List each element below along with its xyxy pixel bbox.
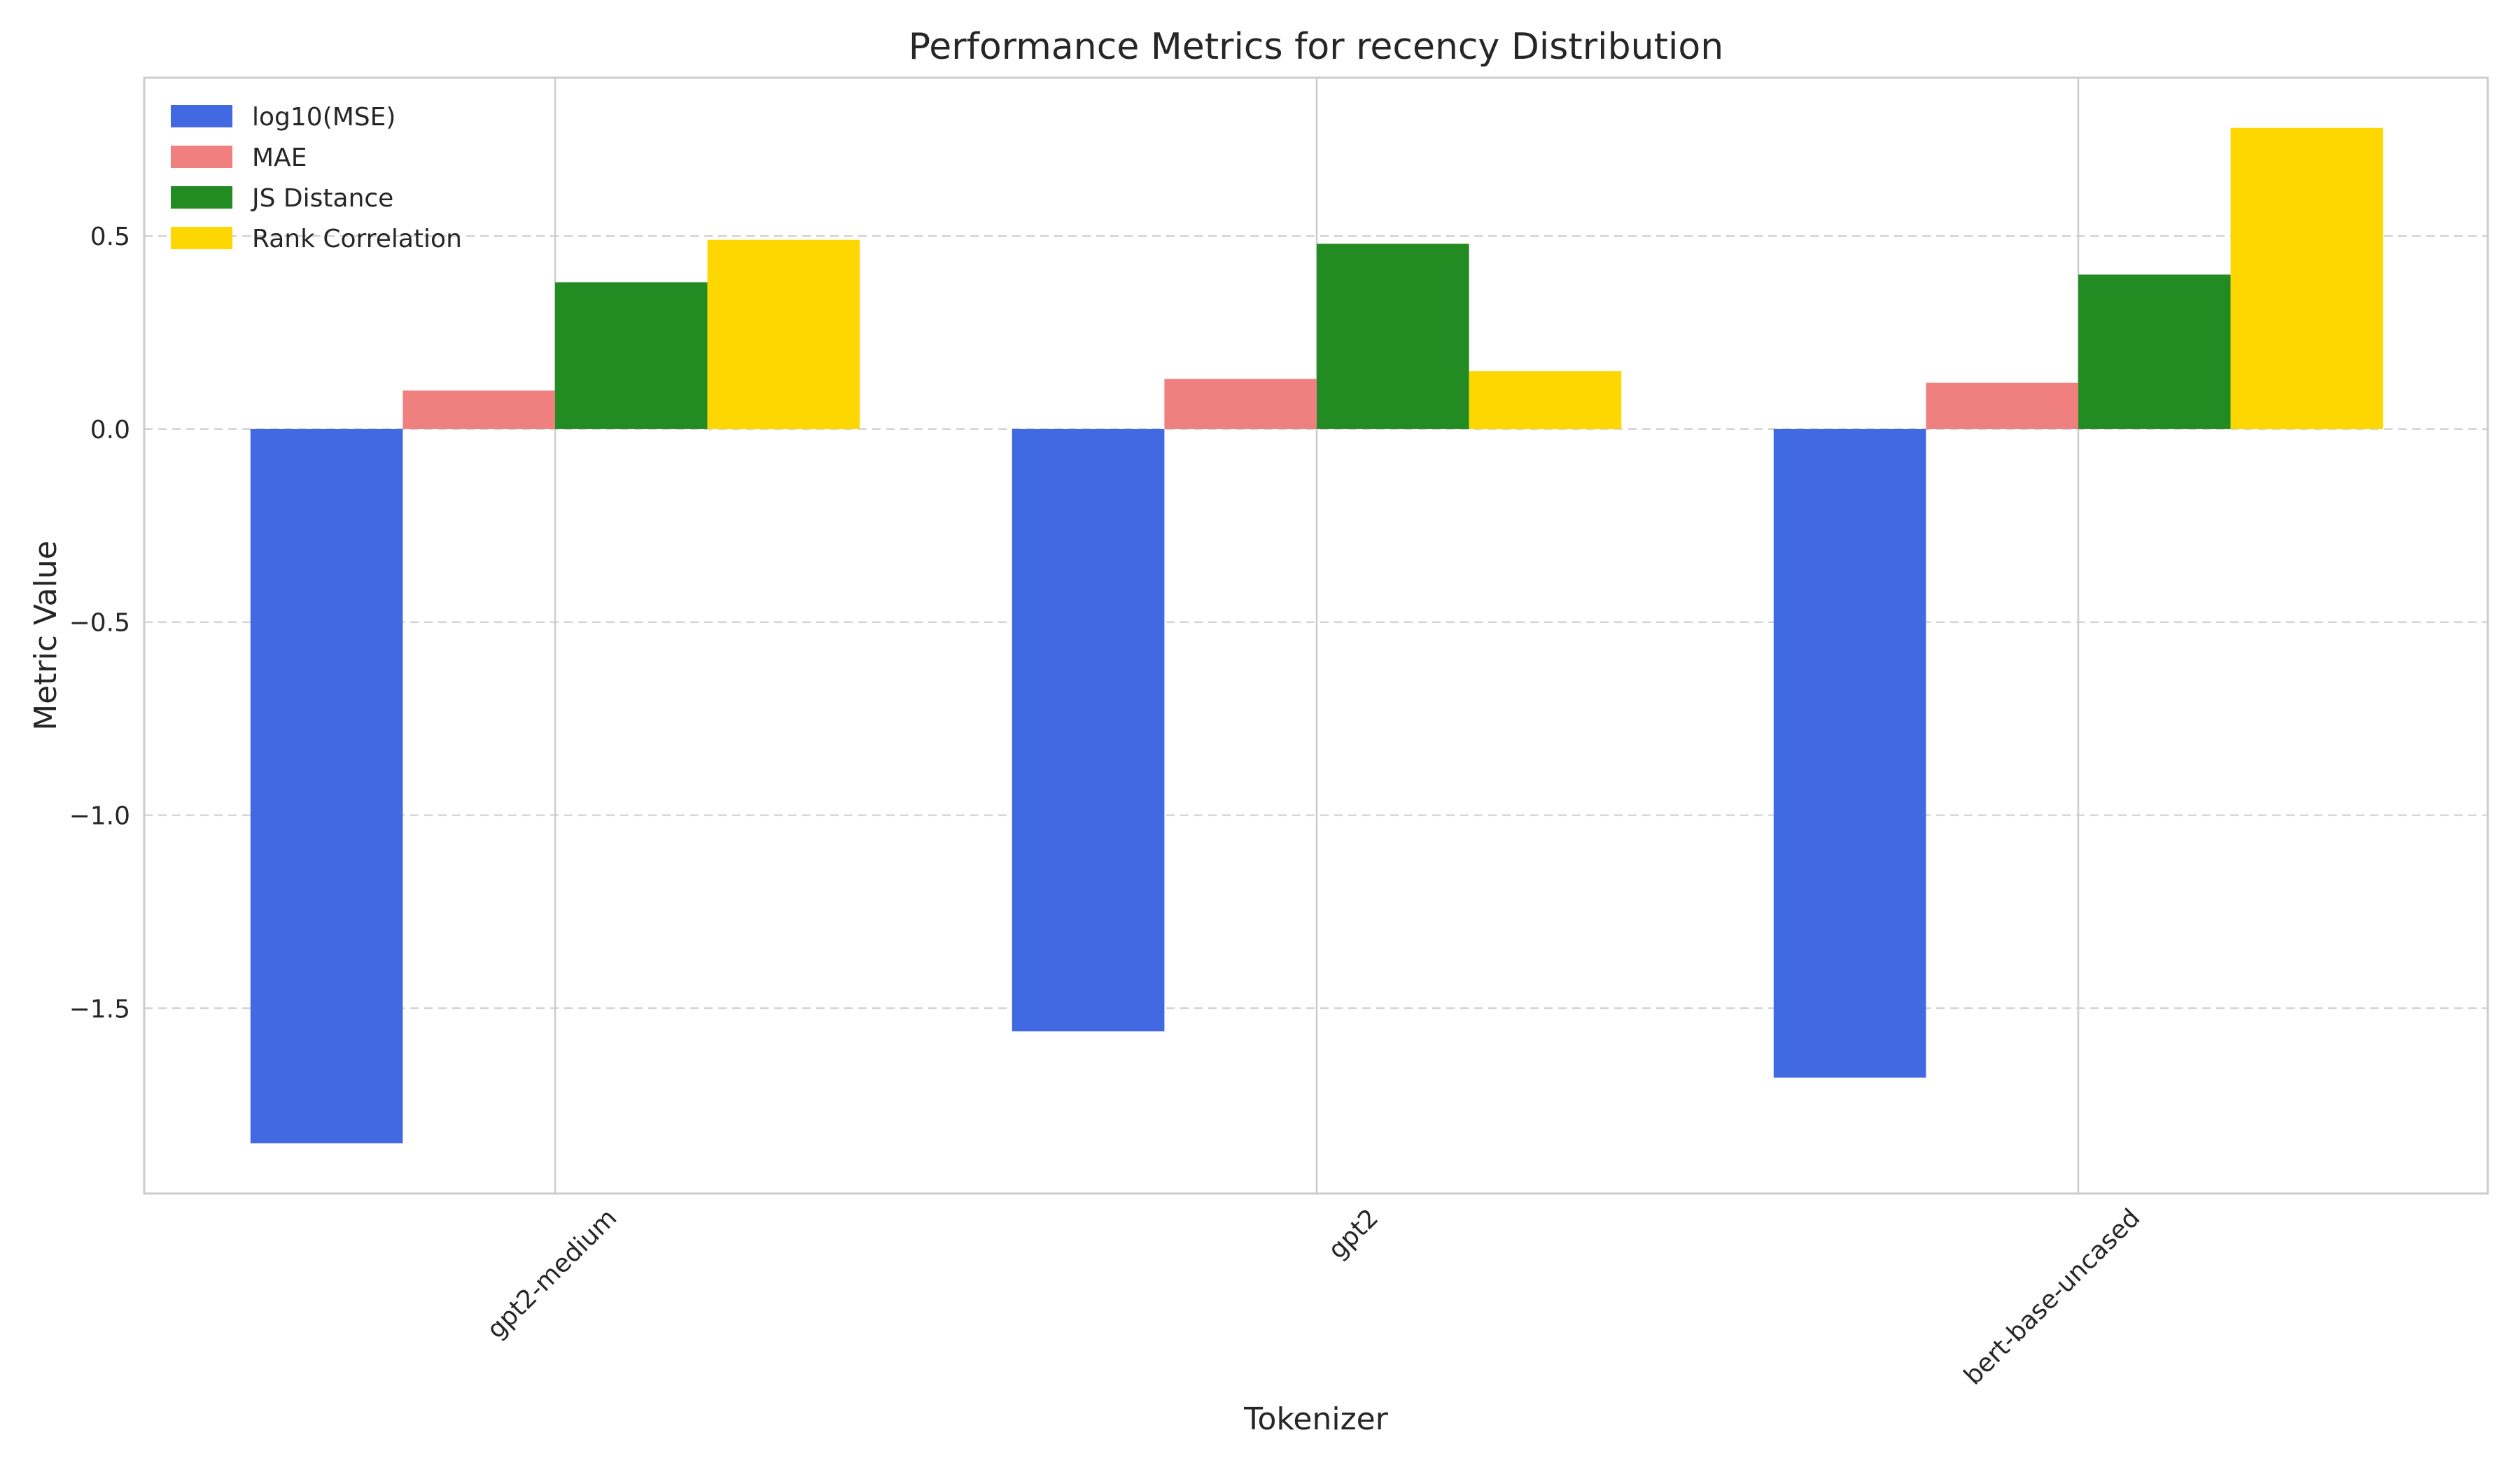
- bar: [402, 390, 555, 429]
- legend-item: JS Distance: [171, 184, 393, 213]
- legend-label: Rank Correlation: [252, 225, 462, 253]
- bar: [1011, 428, 1165, 1032]
- legend-label: log10(MSE): [252, 103, 396, 132]
- bar: [1164, 379, 1317, 429]
- y-tick-label: −1.5: [69, 995, 130, 1023]
- bar: [1773, 428, 1926, 1078]
- legend-swatch: [171, 146, 232, 168]
- legend-item: Rank Correlation: [171, 225, 462, 253]
- x-tick-label: gpt2: [1323, 1203, 1384, 1264]
- x-tick-label: bert-base-uncased: [1959, 1203, 2146, 1390]
- y-tick-label: 0.0: [90, 416, 130, 444]
- bar: [1926, 382, 2078, 429]
- legend-label: JS Distance: [251, 184, 393, 213]
- chart-title: Performance Metrics for recency Distribu…: [909, 26, 1723, 68]
- bar: [2230, 127, 2384, 429]
- legend-swatch: [171, 186, 232, 209]
- bar: [1317, 244, 1469, 429]
- y-axis-label: Metric Value: [28, 540, 64, 731]
- bar: [250, 428, 403, 1144]
- y-tick-label: 0.5: [90, 223, 130, 251]
- legend-swatch: [171, 227, 232, 249]
- x-axis-label: Tokenizer: [1243, 1401, 1389, 1437]
- y-tick-label: −0.5: [69, 609, 130, 638]
- legend-label: MAE: [252, 144, 307, 172]
- y-axis-ticks: 0.5 0.0 −0.5 −1.0 −1.5: [69, 223, 130, 1023]
- legend-swatch: [171, 105, 232, 127]
- x-tick-label: gpt2-medium: [482, 1203, 622, 1344]
- y-tick-label: −1.0: [69, 802, 130, 830]
- bars: [250, 127, 2384, 1144]
- legend-item: MAE: [171, 144, 307, 172]
- bar: [707, 239, 860, 429]
- legend-item: log10(MSE): [171, 103, 396, 132]
- legend: log10(MSE) MAE JS Distance Rank Correlation: [171, 103, 462, 253]
- bar: [1469, 371, 1622, 429]
- bar: [555, 282, 708, 429]
- plot-frame: [143, 76, 2489, 1195]
- x-axis-ticks: gpt2-medium gpt2 bert-base-uncased: [482, 1203, 2146, 1390]
- grid: [144, 78, 2488, 1194]
- bar: [2078, 274, 2231, 429]
